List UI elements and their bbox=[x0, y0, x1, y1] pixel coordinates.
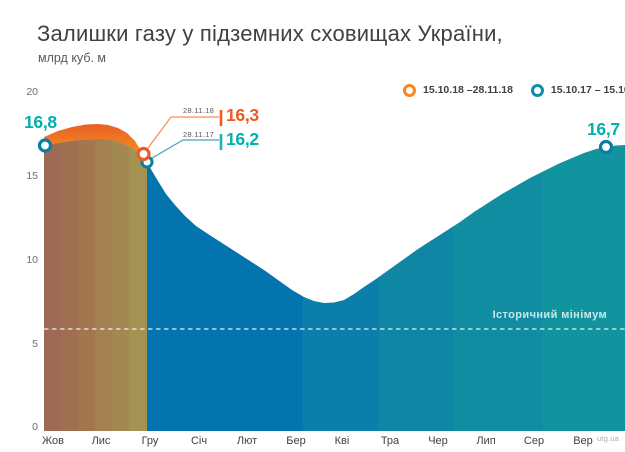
x-axis-label-apr: Кві bbox=[334, 435, 350, 447]
area-series-current bbox=[44, 124, 147, 162]
x-axis-label-mar: Бер bbox=[286, 435, 306, 447]
legend-orange-ring-icon bbox=[403, 83, 416, 97]
marker-end bbox=[598, 139, 614, 155]
area-series-previous bbox=[44, 139, 625, 431]
page-title: Залишки газу у підземних сховищах Україн… bbox=[37, 21, 503, 46]
legend-item-previous: 15.10.17 – 15.10.18 bbox=[530, 83, 625, 97]
connector-previous bbox=[150, 139, 219, 160]
callout-end-value: 16,7 bbox=[587, 119, 620, 139]
callout-previous-value: 16,2 bbox=[226, 129, 259, 149]
overlap-region bbox=[44, 139, 147, 431]
callout-current-date: 28.11.18 bbox=[183, 106, 215, 115]
x-axis-label-dec: Гру bbox=[141, 435, 159, 447]
legend-item-current: 15.10.18 –28.11.18 bbox=[403, 83, 513, 97]
watermark: utg.ua bbox=[597, 434, 620, 443]
marker-current-28-11-18 bbox=[136, 146, 151, 162]
y-axis-label-15: 15 bbox=[26, 170, 38, 182]
historical-minimum-label: Історичний мінімум bbox=[492, 309, 607, 321]
legend-teal-ring-icon bbox=[530, 83, 544, 97]
x-axis-label-nov: Лис bbox=[91, 435, 111, 447]
x-axis-label-oct: Жов bbox=[42, 435, 64, 447]
marker-start bbox=[37, 138, 53, 153]
y-axis-label-10: 10 bbox=[26, 254, 38, 266]
page-subtitle: млрд куб. м bbox=[38, 51, 107, 65]
connector-current bbox=[146, 116, 219, 151]
y-axis-label-5: 5 bbox=[32, 338, 38, 350]
x-axis-label-sep: Вер bbox=[573, 435, 593, 447]
x-axis-label-jul: Лип bbox=[476, 435, 496, 447]
callout-start-value: 16,8 bbox=[24, 112, 57, 132]
x-axis-label-jun: Чер bbox=[428, 435, 448, 447]
x-axis-label-may: Тра bbox=[380, 435, 400, 447]
callout-previous-date: 28.11.17 bbox=[183, 130, 215, 139]
legend-label-current: 15.10.18 –28.11.18 bbox=[423, 84, 513, 96]
legend-label-previous: 15.10.17 – 15.10.18 bbox=[550, 84, 625, 96]
legend: 15.10.18 –28.11.18 15.10.17 – 15.10.18 bbox=[403, 82, 625, 98]
y-axis-label-0: 0 bbox=[32, 421, 38, 433]
x-axis-label-aug: Сер bbox=[523, 435, 545, 447]
x-axis-label-jan: Січ bbox=[190, 435, 208, 447]
y-axis-label-20: 20 bbox=[26, 86, 38, 98]
callout-current-value: 16,3 bbox=[226, 105, 259, 125]
x-axis-label-feb: Лют bbox=[236, 435, 258, 447]
